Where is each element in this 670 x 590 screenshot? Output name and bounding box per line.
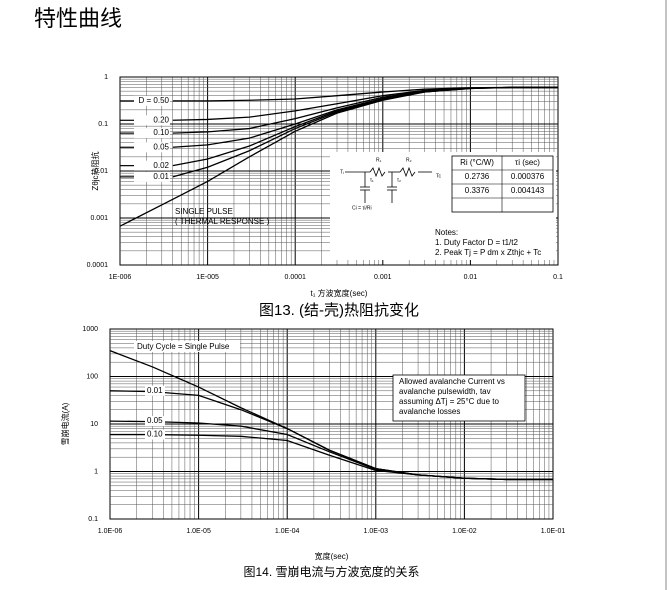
circuit-label: τ₂ [397, 177, 401, 183]
series-label: 0.05 [147, 416, 163, 425]
note: 2. Peak Tj = P dm x Zthjc + Tc [435, 248, 541, 257]
circuit-label: Ci = τi/Ri [352, 205, 372, 211]
annotation: assuming ΔTj = 25°C due to [399, 397, 499, 406]
x-tick-label: 1.0E-02 [452, 528, 477, 535]
note: Notes: [435, 228, 458, 237]
x-tick-label: 1E-005 [196, 274, 219, 281]
y-axis-label: Zθjc热阻抗 [90, 151, 100, 190]
series-label-bg [134, 171, 170, 182]
circuit-label: R₂ [406, 157, 412, 163]
y-tick-label: 100 [86, 373, 98, 380]
y-tick-label: 0.001 [90, 215, 108, 222]
caption: 图13. (结-壳)热阻抗变化 [259, 302, 419, 319]
series-label: 0.05 [153, 142, 169, 151]
annotation-box [392, 374, 526, 422]
y-tick-label: 1000 [82, 326, 98, 333]
circuit-label: τ₁ [370, 177, 374, 183]
annotation: avalanche losses [399, 407, 460, 416]
series-label-bg [134, 115, 170, 126]
x-tick-label: 0.001 [374, 274, 392, 281]
x-tick-label: 1.0E-06 [98, 528, 123, 535]
x-tick-label: 0.0001 [284, 274, 306, 281]
circuit-label: Tⱼ [340, 169, 344, 175]
y-tick-label: 1 [104, 74, 108, 81]
y-tick-label: 10 [90, 421, 98, 428]
x-tick-label: 0.1 [553, 274, 563, 281]
annotation: avalanche pulsewidth, tav [399, 387, 491, 396]
table-header: τi (sec) [515, 158, 540, 167]
series-label: Duty Cycle = Single Pulse [137, 342, 230, 351]
x-axis-label: 宽度(sec) [315, 551, 349, 561]
series-label-bg [134, 95, 170, 106]
series-label: 0.10 [147, 430, 163, 439]
curve [119, 86, 558, 227]
series-label: 0.20 [153, 115, 169, 124]
series-label-bg [145, 416, 165, 427]
series-label: 0.10 [153, 128, 169, 137]
circuit-label: Tc [436, 173, 442, 179]
series-label-bg [134, 160, 170, 171]
table-header: Ri (°C/W) [460, 158, 494, 167]
page-title: 特性曲线 [34, 6, 122, 31]
series-label: 0.01 [153, 172, 169, 181]
circuit-wire [369, 166, 386, 178]
table-cell: 0.004143 [511, 186, 545, 195]
circuit [345, 166, 432, 203]
series-label-bg [145, 385, 165, 396]
circuit-wire [399, 166, 416, 178]
y-axis-label: 雪崩电流(A) [60, 402, 70, 445]
table-cell: 0.3376 [465, 186, 490, 195]
x-tick-label: 1.0E-04 [275, 528, 300, 535]
series-label: SINGLE PULSE [175, 207, 233, 216]
y-tick-label: 0.01 [94, 168, 108, 175]
table-cell: 0.2736 [465, 172, 490, 181]
y-tick-label: 0.1 [88, 516, 98, 523]
x-tick-label: 0.01 [464, 274, 478, 281]
x-tick-label: 1.0E-05 [186, 528, 211, 535]
series-label-bg [134, 341, 240, 352]
table-cell: 0.000376 [511, 172, 545, 181]
series-label-bg [134, 128, 170, 139]
x-tick-label: 1E-006 [109, 274, 132, 281]
annotation: Allowed avalanche Current vs [399, 377, 505, 386]
series-label-bg [145, 429, 165, 440]
y-tick-label: 1 [94, 468, 98, 475]
x-tick-label: 1.0E-03 [364, 528, 389, 535]
series-label: D = 0.50 [139, 96, 170, 105]
series-label-bg [134, 142, 170, 153]
y-tick-label: 0.1 [98, 121, 108, 128]
x-tick-label: 1.0E-01 [541, 528, 566, 535]
curve [110, 433, 553, 481]
x-axis-label: t₁ 方波宽度(sec) [311, 288, 368, 298]
note: 1. Duty Factor D = t1/t2 [435, 238, 518, 247]
annotation: ( THERMAL RESPONSE ) [175, 217, 270, 226]
caption: 图14. 雪崩电流与方波宽度的关系 [243, 564, 419, 579]
series-label: 0.02 [153, 161, 169, 170]
series-label: 0.01 [147, 386, 163, 395]
y-tick-label: 0.0001 [87, 262, 109, 269]
circuit-label: R₁ [376, 157, 382, 163]
